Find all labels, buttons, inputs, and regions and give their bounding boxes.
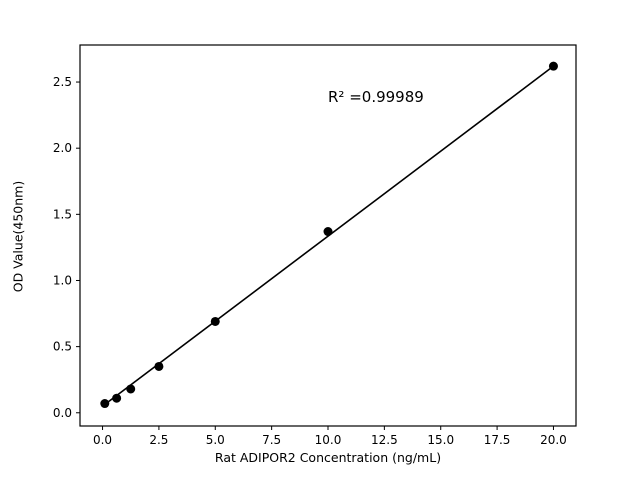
svg-text:7.5: 7.5 [262, 433, 281, 447]
x-axis-label: Rat ADIPOR2 Concentration (ng/mL) [214, 450, 442, 465]
svg-text:2.5: 2.5 [53, 75, 72, 89]
svg-text:15.0: 15.0 [427, 433, 454, 447]
svg-text:0.0: 0.0 [53, 406, 72, 420]
y-axis-label: OD Value(450nm) [10, 180, 26, 293]
svg-text:17.5: 17.5 [484, 433, 511, 447]
svg-text:2.0: 2.0 [53, 141, 72, 155]
svg-text:2.5: 2.5 [149, 433, 168, 447]
svg-text:1.0: 1.0 [53, 273, 72, 287]
svg-text:1.5: 1.5 [53, 207, 72, 221]
svg-text:0.0: 0.0 [93, 433, 112, 447]
svg-text:5.0: 5.0 [206, 433, 225, 447]
r-squared-annotation: R² =0.99989 [328, 88, 424, 106]
svg-text:0.5: 0.5 [53, 340, 72, 354]
svg-text:20.0: 20.0 [540, 433, 567, 447]
svg-text:12.5: 12.5 [371, 433, 398, 447]
svg-text:10.0: 10.0 [315, 433, 342, 447]
